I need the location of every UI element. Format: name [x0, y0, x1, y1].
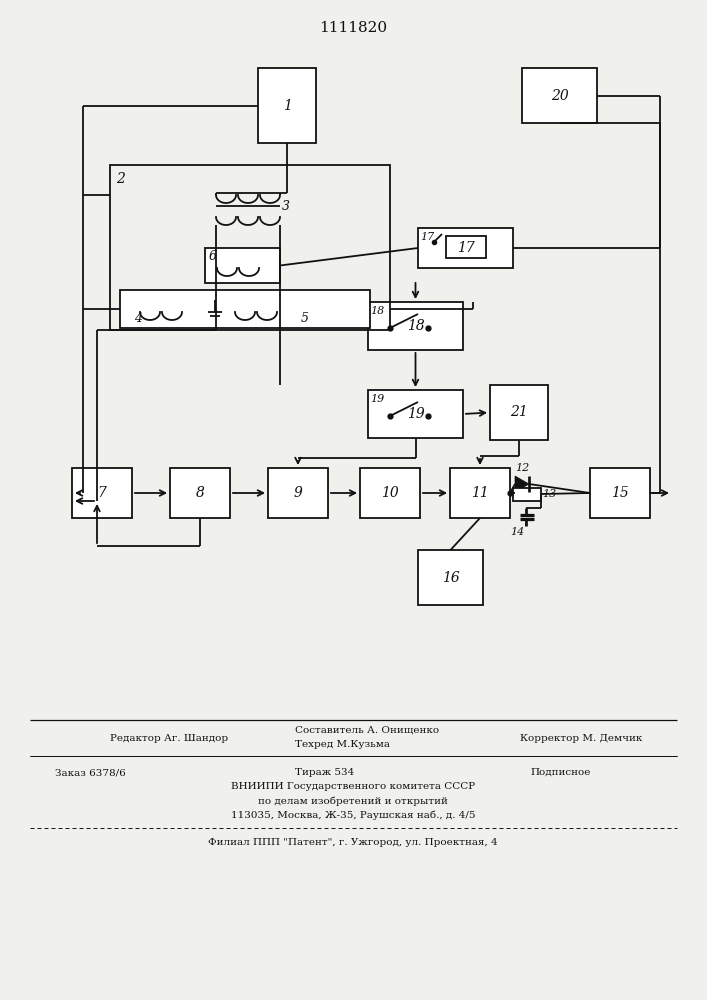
Text: по делам изобретений и открытий: по делам изобретений и открытий	[258, 796, 448, 806]
Bar	[450, 468, 510, 518]
Text: 1111820: 1111820	[319, 21, 387, 35]
Text: Тираж 534: Тираж 534	[295, 768, 354, 777]
Bar	[110, 165, 390, 330]
Text: 17: 17	[420, 232, 434, 242]
Text: 8: 8	[196, 486, 204, 500]
Text: 3: 3	[282, 200, 290, 213]
Bar	[368, 390, 463, 438]
Text: 5: 5	[301, 312, 309, 324]
Text: Техред М.Кузьма: Техред М.Кузьма	[295, 740, 390, 749]
Text: 13: 13	[542, 489, 556, 499]
Text: 4: 4	[134, 312, 142, 324]
Text: 20: 20	[551, 89, 568, 103]
Text: 14: 14	[510, 527, 524, 537]
Text: 1: 1	[283, 99, 291, 112]
Bar	[170, 468, 230, 518]
Text: 6: 6	[209, 250, 217, 263]
Text: 113035, Москва, Ж-35, Раушская наб., д. 4/5: 113035, Москва, Ж-35, Раушская наб., д. …	[230, 810, 475, 820]
Bar	[72, 468, 132, 518]
Text: 18: 18	[407, 319, 424, 333]
Bar	[513, 488, 541, 501]
Text: 17: 17	[457, 241, 474, 255]
Bar	[268, 468, 328, 518]
Bar	[522, 68, 597, 123]
Text: 19: 19	[370, 394, 384, 404]
Bar	[418, 550, 483, 605]
Text: Корректор М. Демчик: Корректор М. Демчик	[520, 734, 643, 743]
Bar	[368, 302, 463, 350]
Text: Заказ 6378/6: Заказ 6378/6	[55, 768, 126, 777]
Text: 7: 7	[98, 486, 107, 500]
Text: 10: 10	[381, 486, 399, 500]
Text: 9: 9	[293, 486, 303, 500]
Text: 18: 18	[370, 306, 384, 316]
Text: Филиал ППП "Патент", г. Ужгород, ул. Проектная, 4: Филиал ППП "Патент", г. Ужгород, ул. Про…	[208, 838, 498, 847]
Text: Подписное: Подписное	[530, 768, 590, 777]
Text: 12: 12	[515, 463, 529, 473]
Polygon shape	[515, 476, 529, 492]
Bar	[120, 290, 370, 328]
Bar	[360, 468, 420, 518]
Bar	[590, 468, 650, 518]
Text: 11: 11	[471, 486, 489, 500]
Text: Составитель А. Онищенко: Составитель А. Онищенко	[295, 726, 439, 735]
Bar	[205, 248, 280, 283]
Text: ВНИИПИ Государственного комитета СССР: ВНИИПИ Государственного комитета СССР	[231, 782, 475, 791]
Text: 2: 2	[115, 172, 124, 186]
Text: Редактор Аг. Шандор: Редактор Аг. Шандор	[110, 734, 228, 743]
Bar	[490, 385, 548, 440]
Text: 15: 15	[611, 486, 629, 500]
Text: 19: 19	[407, 407, 424, 421]
Bar	[418, 228, 513, 268]
Bar	[446, 236, 486, 258]
Bar	[258, 68, 316, 143]
Text: 16: 16	[442, 570, 460, 584]
Text: 21: 21	[510, 406, 528, 420]
